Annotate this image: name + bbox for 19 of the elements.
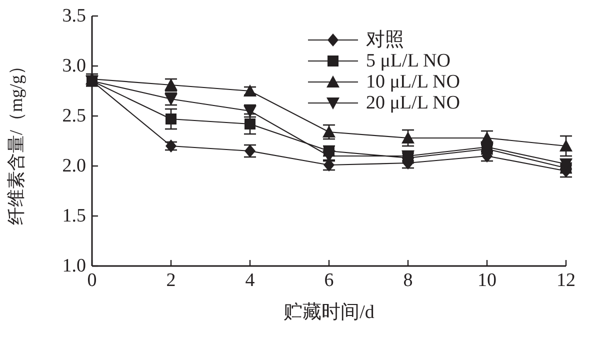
y-tick-label: 3.0 <box>62 56 86 76</box>
legend-label: 5 μL/L NO <box>366 50 450 72</box>
x-tick-label: 10 <box>478 270 496 291</box>
x-axis-title: 贮藏时间/d <box>284 302 375 323</box>
x-tick-label: 8 <box>403 270 413 291</box>
x-tick-label: 0 <box>87 270 97 291</box>
y-tick-label: 1.0 <box>62 256 86 276</box>
y-tick-label: 1.5 <box>62 206 86 226</box>
x-tick-label: 2 <box>166 270 176 291</box>
x-tick-label: 6 <box>324 270 334 291</box>
y-tick-label: 2.5 <box>62 106 86 126</box>
x-tick-label: 4 <box>245 270 256 291</box>
y-tick-label: 2.0 <box>62 156 86 176</box>
legend-label: 对照 <box>366 30 404 50</box>
legend-label: 20 μL/L NO <box>366 92 460 114</box>
legend-label: 10 μL/L NO <box>366 72 460 92</box>
x-tick-label: 12 <box>556 270 576 291</box>
y-tick-label: 3.5 <box>62 6 86 26</box>
y-axis-title: 纤维素含量/（mg/g） <box>6 56 26 226</box>
